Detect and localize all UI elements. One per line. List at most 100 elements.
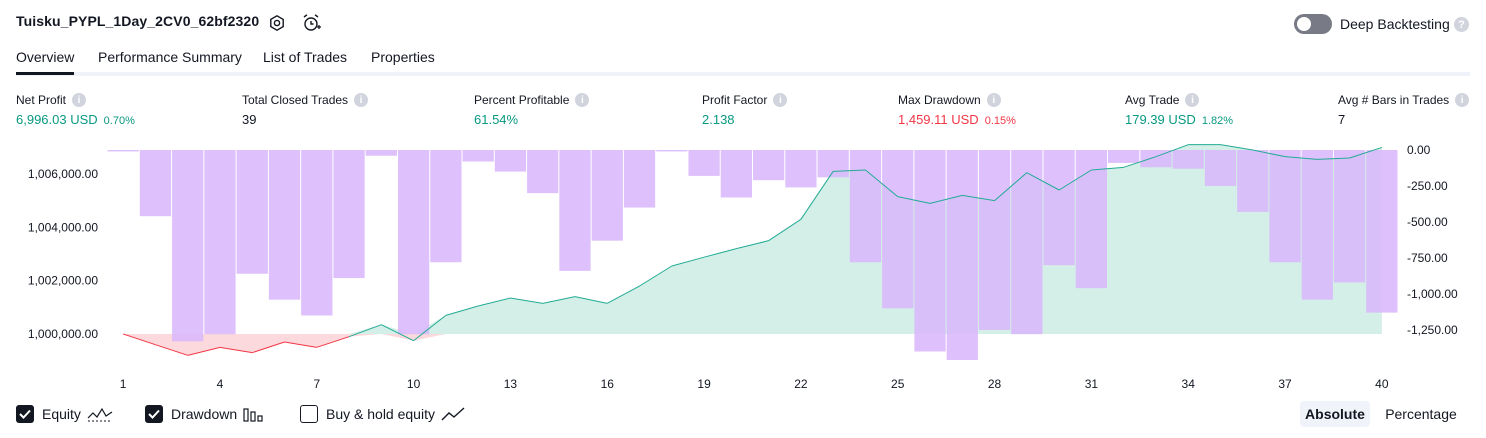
info-icon[interactable]: i xyxy=(575,93,590,107)
drawdown-bar xyxy=(656,150,688,152)
equity-line-segment xyxy=(219,346,253,354)
legend-drawdown[interactable]: Drawdown xyxy=(145,402,265,426)
metric-value: 39 xyxy=(242,112,257,127)
deep-backtesting-toggle[interactable] xyxy=(1294,14,1332,34)
tab-properties[interactable]: Properties xyxy=(371,49,435,65)
metric-percent: 1.82% xyxy=(1201,115,1234,127)
equity-line-segment xyxy=(1155,144,1189,158)
metric-value: 7 xyxy=(1338,112,1346,127)
info-icon[interactable]: i xyxy=(72,93,87,107)
equity-line-segment xyxy=(994,172,1028,202)
drawdown-bar xyxy=(1011,150,1043,335)
drawdown-bar xyxy=(527,150,559,194)
drawdown-bar xyxy=(1172,150,1204,169)
info-icon[interactable]: i xyxy=(773,93,788,107)
equity-line-segment xyxy=(768,218,802,242)
metric-label: Percent Profitable xyxy=(474,93,570,107)
x-axis-tick-label: 4 xyxy=(217,377,224,391)
x-axis-tick-label: 37 xyxy=(1278,377,1292,391)
equity-line-segment xyxy=(929,194,963,204)
drawdown-bar xyxy=(236,150,268,274)
equity-line-segment xyxy=(1220,144,1253,151)
drawdown-bar xyxy=(139,150,172,217)
metric-profit-factor: Profit Factor i 2.138 xyxy=(702,93,788,127)
equity-line-segment xyxy=(800,171,834,220)
x-axis-tick-label: 40 xyxy=(1375,377,1389,391)
metric-total-closed-trades: Total Closed Trades i 39 xyxy=(242,93,369,127)
x-axis-tick-label: 34 xyxy=(1182,377,1196,391)
legend-buy-hold[interactable]: Buy & hold equity xyxy=(300,402,465,426)
x-axis-tick-label: 13 xyxy=(504,377,518,391)
metric-value: 2.138 xyxy=(702,112,735,127)
drawdown-bar xyxy=(914,150,946,352)
right-axis-tick-label: -500.00 xyxy=(1407,215,1448,229)
equity-line-segment xyxy=(542,296,576,304)
metric-avg-bars-in-trades: Avg # Bars in Trades i 7 xyxy=(1338,93,1470,127)
drawdown-bar xyxy=(1269,150,1301,263)
legend-label: Equity xyxy=(42,406,81,422)
equity-line-segment xyxy=(1123,156,1157,168)
buy-hold-checkbox[interactable] xyxy=(300,405,318,423)
right-axis-tick-label: 0.00 xyxy=(1407,143,1431,157)
equity-line-segment xyxy=(962,194,995,202)
info-icon[interactable]: i xyxy=(986,93,1001,107)
equity-line-segment xyxy=(574,296,608,304)
gear-icon[interactable] xyxy=(266,12,288,34)
equity-loss-area xyxy=(123,334,1382,356)
drawdown-bar xyxy=(494,150,527,172)
equity-line-segment xyxy=(833,169,866,172)
left-axis-tick-label: 1,004,000.00 xyxy=(28,220,98,234)
legend-equity[interactable]: Equity xyxy=(16,402,113,426)
info-icon[interactable]: i xyxy=(1455,93,1470,107)
equity-line-segment xyxy=(478,297,511,307)
metric-value: 61.54% xyxy=(474,112,519,127)
drawdown-bar xyxy=(333,150,365,279)
drawdown-bar xyxy=(559,150,591,271)
drawdown-bar xyxy=(1043,150,1075,266)
equity-line-segment xyxy=(381,324,414,342)
drawdown-checkbox[interactable] xyxy=(145,405,163,423)
drawdown-bar xyxy=(172,150,204,342)
tab-overview[interactable]: Overview xyxy=(16,49,75,75)
drawdown-bar xyxy=(785,150,817,188)
metric-max-drawdown: Max Drawdown i 1,459.11 USD 0.15% xyxy=(898,93,1016,127)
drawdown-bar xyxy=(462,150,494,162)
info-icon[interactable]: i xyxy=(354,93,369,107)
right-axis-tick-label: -750.00 xyxy=(1407,251,1448,265)
drawdown-bar xyxy=(720,150,752,198)
x-axis-tick-label: 28 xyxy=(988,377,1002,391)
drawdown-bar xyxy=(1204,150,1237,186)
metric-percent: 0.15% xyxy=(984,115,1016,127)
equity-line-segment xyxy=(1091,166,1124,171)
left-axis-tick-label: 1,006,000.00 xyxy=(28,167,98,181)
equity-checkbox[interactable] xyxy=(16,405,34,423)
metric-label: Max Drawdown xyxy=(898,93,981,107)
equity-line-segment xyxy=(1252,149,1286,158)
equity-line-segment xyxy=(703,248,737,258)
equity-line-segment xyxy=(252,341,285,354)
top-bar: Tuisku_PYPL_1Day_2CV0_62bf2320 Deep Back… xyxy=(0,0,1486,46)
metric-avg-trade: Avg Trade i 179.39 USD 1.82% xyxy=(1125,93,1233,127)
metric-value: 6,996.03 USD xyxy=(16,112,98,127)
equity-line-segment xyxy=(122,333,156,346)
drawdown-bar xyxy=(1140,150,1172,168)
tab-bar: Overview Performance Summary List of Tra… xyxy=(0,46,1486,76)
percentage-button[interactable]: Percentage xyxy=(1385,406,1457,422)
absolute-button[interactable]: Absolute xyxy=(1300,401,1370,427)
metric-percent: 0.70% xyxy=(103,115,135,127)
toggle-knob xyxy=(1297,17,1311,31)
equity-drawdown-chart[interactable]: 1,000,000.00 1,002,000.00 1,004,000.00 1,00… xyxy=(0,140,1486,398)
alarm-clock-plus-icon[interactable] xyxy=(300,12,322,34)
equity-line-segment xyxy=(607,285,640,304)
tab-performance-summary[interactable]: Performance Summary xyxy=(98,49,242,65)
help-icon[interactable]: ? xyxy=(1454,17,1469,32)
equity-line-segment xyxy=(736,240,769,250)
drawdown-bar xyxy=(204,150,236,335)
metric-label: Profit Factor xyxy=(702,93,768,107)
tab-list-of-trades[interactable]: List of Trades xyxy=(263,49,348,65)
metric-value: 1,459.11 USD xyxy=(898,112,979,127)
equity-line-segment xyxy=(284,341,317,348)
tab-divider xyxy=(16,72,1470,76)
info-icon[interactable]: i xyxy=(1185,93,1200,107)
drawdown-bar xyxy=(1301,150,1333,300)
